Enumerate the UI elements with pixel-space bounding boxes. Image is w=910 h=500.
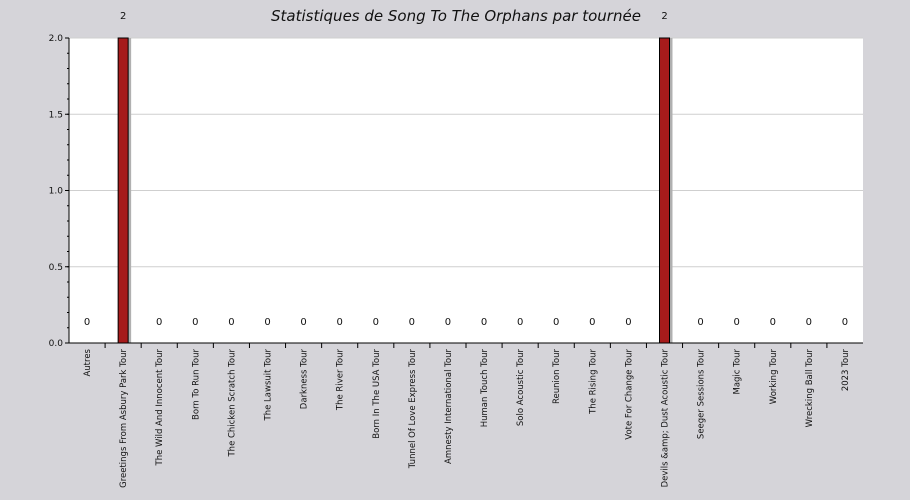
x-tick-label: Vote For Change Tour	[624, 349, 634, 440]
x-tick-label: Darkness Tour	[300, 349, 310, 410]
y-tick-label: 2.0	[49, 34, 64, 44]
bar-value-label: 0	[84, 317, 90, 328]
bar-value-label: 0	[625, 317, 631, 328]
y-tick-label: 1.5	[49, 110, 63, 120]
x-tick-label: Greetings From Asbury Park Tour	[119, 349, 129, 488]
bar-value-label: 0	[517, 317, 523, 328]
chart-title: Statistiques de Song To The Orphans par …	[271, 7, 641, 25]
bar-value-label: 0	[409, 317, 415, 328]
bar	[659, 37, 670, 344]
x-tick-label: Born In The USA Tour	[372, 349, 382, 439]
bar-value-label: 0	[553, 317, 559, 328]
bar-value-label: 0	[806, 317, 812, 328]
bar-value-label: 2	[120, 11, 126, 22]
bar-value-label: 2	[661, 11, 667, 22]
bar-value-label: 0	[373, 317, 379, 328]
bar-value-label: 0	[697, 317, 703, 328]
x-tick-label: Magic Tour	[733, 349, 743, 395]
x-tick-label: Born To Run Tour	[191, 349, 201, 420]
y-tick-label: 0.0	[49, 339, 64, 349]
x-tick-label: Human Touch Tour	[480, 349, 490, 428]
bar-value-label: 0	[445, 317, 451, 328]
bar-value-label: 0	[228, 317, 234, 328]
bar-value-label: 0	[264, 317, 270, 328]
y-tick-label: 0.5	[49, 263, 63, 273]
bar-value-label: 0	[192, 317, 198, 328]
x-tick-label: The Lawsuit Tour	[264, 348, 274, 421]
bar-value-label: 0	[842, 317, 848, 328]
value-labels: 0 2 0 0 0 0 0 0 0 0 0 0 0 0 0 0 2 0 0 0 0 0	[84, 11, 848, 328]
y-tick-label: 1.0	[49, 187, 64, 197]
x-tick-label: The Chicken Scratch Tour	[227, 349, 237, 458]
x-tick-label: Working Tour	[769, 348, 779, 404]
x-tick-label: Devils &amp; Dust Acoustic Tour	[661, 348, 671, 487]
bar-value-label: 0	[336, 317, 342, 328]
bar-value-label: 0	[300, 317, 306, 328]
x-tick-label: Reunion Tour	[552, 349, 562, 405]
gridlines	[69, 37, 863, 268]
bar-value-label: 0	[589, 317, 595, 328]
bar-value-label: 0	[481, 317, 487, 328]
x-tick-label: The River Tour	[336, 349, 346, 412]
x-axis-ticks: Autres Greetings From Asbury Park Tour The…	[83, 343, 851, 488]
bar	[117, 37, 129, 344]
x-tick-label: Solo Acoustic Tour	[516, 349, 526, 427]
x-tick-label: The Wild And Innocent Tour	[155, 349, 165, 467]
bar-value-label: 0	[733, 317, 739, 328]
x-tick-label: Seeger Sessions Tour	[697, 349, 707, 440]
x-tick-label: Wrecking Ball Tour	[805, 349, 815, 428]
x-tick-label: Amnesty International Tour	[444, 349, 454, 464]
bar-value-label: 0	[770, 317, 776, 328]
x-tick-label: The Rising Tour	[588, 349, 598, 415]
x-tick-label: Tunnel Of Love Express Tour	[408, 349, 418, 470]
x-tick-label: 2023 Tour	[841, 349, 851, 392]
bar-value-label: 0	[156, 317, 162, 328]
y-axis-ticks: 0.0 0.5 1.0 1.5 2.0	[49, 34, 69, 349]
x-tick-label: Autres	[83, 348, 93, 376]
